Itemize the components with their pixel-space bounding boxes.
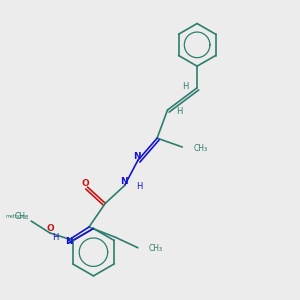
- Text: O: O: [46, 224, 54, 233]
- Text: CH₃: CH₃: [148, 244, 162, 253]
- Text: O: O: [81, 179, 89, 188]
- Text: H: H: [52, 233, 59, 242]
- Text: H: H: [176, 107, 183, 116]
- Text: H: H: [182, 82, 189, 91]
- Text: CH₃: CH₃: [15, 212, 29, 221]
- Text: N: N: [120, 178, 128, 187]
- Text: N: N: [65, 237, 73, 246]
- Text: H: H: [136, 182, 143, 190]
- Text: methoxy: methoxy: [5, 214, 27, 219]
- Text: CH₃: CH₃: [194, 144, 208, 153]
- Text: N: N: [134, 152, 141, 161]
